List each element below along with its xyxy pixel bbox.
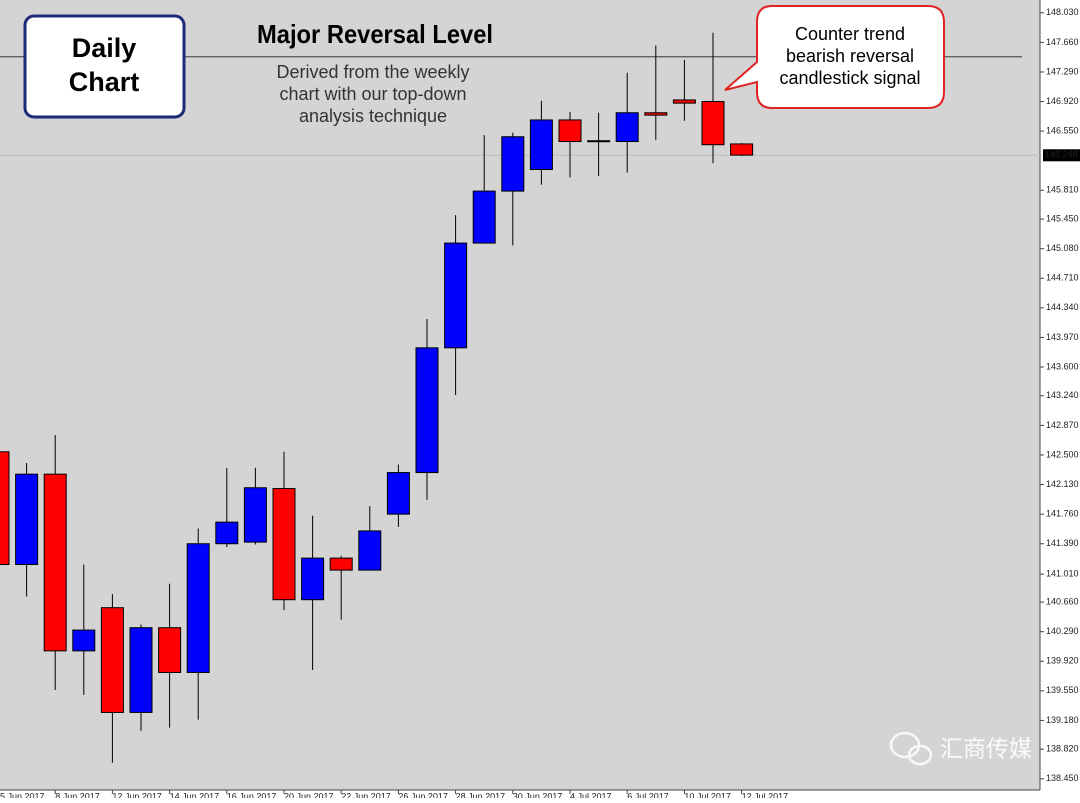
x-tick-label: 6 Jul 2017: [627, 791, 669, 798]
y-tick-label: 148.030: [1046, 7, 1079, 17]
candle-body: [215, 521, 239, 545]
x-tick-label: 12 Jun 2017: [112, 791, 162, 798]
candle-body: [615, 112, 639, 143]
y-tick-label: 142.130: [1046, 479, 1079, 489]
x-tick-label: 22 Jun 2017: [341, 791, 391, 798]
candle-body: [472, 190, 496, 244]
y-tick-label: 145.810: [1046, 185, 1079, 195]
callout-box: [724, 5, 945, 109]
candle-body: [558, 119, 582, 143]
y-tick-label: 143.600: [1046, 361, 1079, 371]
y-tick-label: 139.920: [1046, 656, 1079, 666]
candle-body: [701, 101, 725, 146]
x-tick-label: 10 Jul 2017: [684, 791, 731, 798]
candle-body: [587, 140, 611, 143]
y-tick-label: 144.710: [1046, 273, 1079, 283]
level-title: Major Reversal Level: [257, 19, 493, 49]
candle-body: [100, 607, 124, 713]
level-note: chart with our top-down: [279, 84, 466, 104]
y-tick-label: 139.550: [1046, 685, 1079, 695]
candle-body: [301, 557, 325, 601]
level-note: analysis technique: [299, 106, 447, 126]
candle-body: [730, 143, 754, 156]
y-tick-label: 146.550: [1046, 126, 1079, 136]
label-line: Daily: [72, 33, 137, 63]
y-tick-label: 141.760: [1046, 509, 1079, 519]
candle-body: [386, 472, 410, 515]
candle-body: [272, 488, 296, 601]
x-tick-label: 28 Jun 2017: [456, 791, 506, 798]
y-tick-label: 145.080: [1046, 243, 1079, 253]
x-tick-label: 26 Jun 2017: [398, 791, 448, 798]
candle-body: [672, 99, 696, 104]
y-tick-label: 145.450: [1046, 213, 1079, 223]
candle-body: [72, 629, 96, 652]
candle-body: [15, 473, 39, 566]
x-tick-label: 5 Jun 2017: [0, 791, 45, 798]
y-tick-label: 140.660: [1046, 596, 1079, 606]
x-tick-label: 16 Jun 2017: [227, 791, 277, 798]
x-tick-label: 14 Jun 2017: [170, 791, 220, 798]
candle-body: [444, 242, 468, 349]
candle-body: [0, 451, 10, 566]
callout-line: candlestick signal: [779, 68, 920, 88]
candle-body: [529, 119, 553, 171]
y-tick-label: 138.450: [1046, 773, 1079, 783]
candle-body: [243, 487, 267, 543]
x-tick-label: 30 Jun 2017: [513, 791, 563, 798]
y-tick-label: 141.390: [1046, 538, 1079, 548]
last-price-box: [1043, 149, 1080, 162]
x-tick-label: 12 Jul 2017: [742, 791, 789, 798]
y-tick-label: 144.340: [1046, 302, 1079, 312]
label-line: Chart: [69, 67, 140, 97]
last-price-label: 146.248: [1045, 150, 1078, 160]
y-tick-label: 142.870: [1046, 420, 1079, 430]
candle-body: [358, 530, 382, 571]
candle-body: [329, 557, 353, 571]
y-tick-label: 138.820: [1046, 744, 1079, 754]
y-tick-label: 147.290: [1046, 66, 1079, 76]
candle-body: [186, 543, 210, 673]
y-tick-label: 140.290: [1046, 626, 1079, 636]
callout-line: bearish reversal: [786, 46, 914, 66]
y-tick-label: 143.240: [1046, 390, 1079, 400]
y-tick-label: 141.010: [1046, 568, 1079, 578]
level-note: Derived from the weekly: [276, 62, 469, 82]
annotations: Daily Chart Major Reversal Level Derived…: [23, 5, 1032, 766]
x-tick-label: 20 Jun 2017: [284, 791, 334, 798]
candle-body: [501, 136, 525, 192]
y-tick-label: 143.970: [1046, 332, 1079, 342]
watermark: 汇商传媒: [940, 737, 1032, 763]
x-tick-label: 8 Jun 2017: [55, 791, 100, 798]
candle-body: [129, 627, 153, 713]
candle-body: [158, 627, 182, 673]
y-tick-label: 139.180: [1046, 715, 1079, 725]
marks: 148.030 147.660 147.290 146.920 146.550 145.8…: [0, 7, 1080, 801]
y-tick-label: 146.920: [1046, 96, 1079, 106]
y-tick-label: 147.660: [1046, 37, 1079, 47]
candle-body: [43, 473, 67, 652]
label-box: [23, 14, 186, 119]
watermark-icon: [889, 731, 933, 766]
candle-body: [415, 347, 439, 474]
candle-body: [644, 112, 668, 116]
x-tick-label: 4 Jul 2017: [570, 791, 612, 798]
callout-line: Counter trend: [795, 24, 905, 44]
y-tick-label: 142.500: [1046, 449, 1079, 459]
